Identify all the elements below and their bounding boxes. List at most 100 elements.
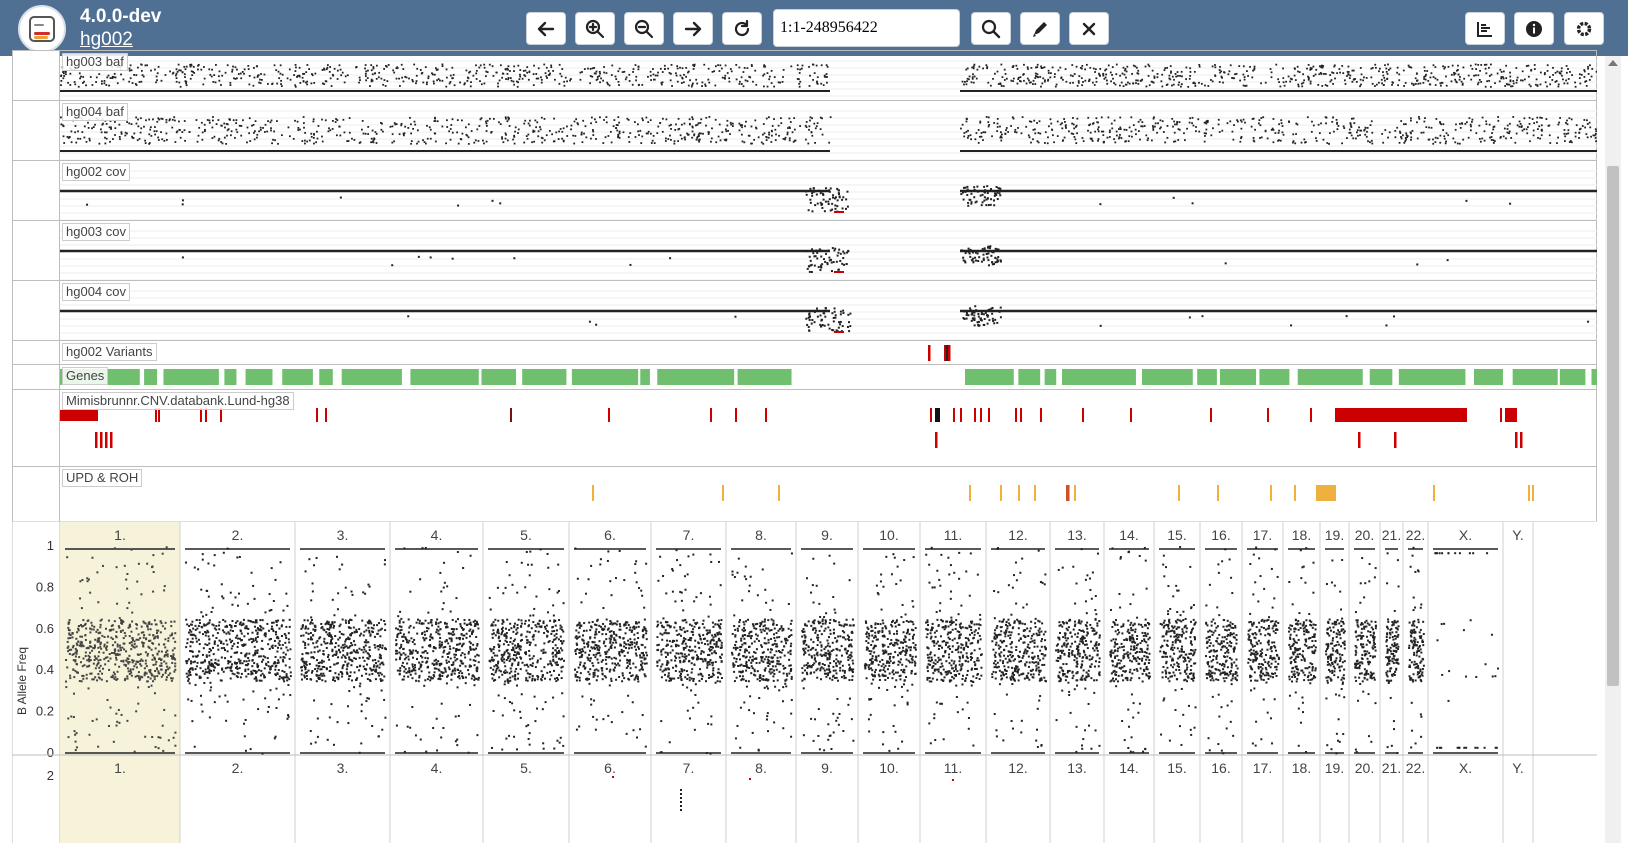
track-label: hg003 baf (62, 53, 128, 71)
selected-chromosome[interactable] (60, 522, 180, 843)
track-label: hg004 baf (62, 103, 128, 121)
chromosome-label[interactable]: 12. (1008, 527, 1027, 543)
track-label: UPD & ROH (62, 469, 142, 487)
track-body[interactable]: hg002 cov (60, 161, 1597, 220)
zoom-in-button[interactable] (575, 12, 615, 45)
track-genes[interactable]: Genes (12, 364, 1597, 389)
chromosome-label[interactable]: 7. (683, 527, 695, 543)
track-gutter (12, 365, 60, 389)
pan-left-button[interactable] (526, 12, 566, 45)
chromosome-label-bottom[interactable]: 20. (1355, 760, 1374, 776)
chromosome-label-bottom[interactable]: 7. (683, 760, 695, 776)
track-body[interactable]: hg004 baf (60, 101, 1597, 160)
track-cov[interactable]: hg002 cov (12, 160, 1597, 220)
chromosome-label[interactable]: 22. (1406, 527, 1425, 543)
top-bar: 4.0.0-dev hg002 (0, 0, 1628, 56)
chromosome-label[interactable]: 9. (821, 527, 833, 543)
track-label: Mimisbrunnr.CNV.databank.Lund-hg38 (62, 392, 294, 410)
track-body[interactable]: hg002 Variants (60, 341, 1597, 364)
track-label: hg002 cov (62, 163, 130, 181)
pan-right-button[interactable] (673, 12, 713, 45)
chromosome-label[interactable]: 17. (1253, 527, 1272, 543)
chromosome-label[interactable]: Y. (1512, 527, 1523, 543)
chromosome-label-bottom[interactable]: 2. (232, 760, 244, 776)
chromosome-label-bottom[interactable]: 5. (520, 760, 532, 776)
chromosome-label[interactable]: 2. (232, 527, 244, 543)
app-logo[interactable] (18, 5, 66, 53)
chromosome-label-bottom[interactable]: 22. (1406, 760, 1425, 776)
track-variants[interactable]: hg002 Variants (12, 340, 1597, 364)
chromosome-label[interactable]: 5. (520, 527, 532, 543)
chromosome-label[interactable]: 15. (1167, 527, 1186, 543)
track-cnv[interactable]: Mimisbrunnr.CNV.databank.Lund-hg38 (12, 389, 1597, 466)
chromosome-label[interactable]: 8. (755, 527, 767, 543)
scrollbar[interactable] (1605, 56, 1621, 843)
track-canvas (60, 467, 1597, 522)
chromosome-label-bottom[interactable]: 13. (1067, 760, 1086, 776)
track-cov[interactable]: hg004 cov (12, 280, 1597, 340)
zoom-out-button[interactable] (624, 12, 664, 45)
track-upd[interactable]: UPD & ROH (12, 466, 1597, 521)
chromosome-label-bottom[interactable]: 6. (604, 760, 616, 776)
chromosome-label[interactable]: 13. (1067, 527, 1086, 543)
track-body[interactable]: hg003 baf (60, 51, 1597, 100)
search-icon (981, 19, 1001, 39)
chromosome-label-bottom[interactable]: 15. (1167, 760, 1186, 776)
chromosome-label-bottom[interactable]: 11. (944, 760, 962, 776)
track-body[interactable]: Mimisbrunnr.CNV.databank.Lund-hg38 (60, 390, 1597, 466)
chromosome-label-bottom[interactable]: 3. (337, 760, 349, 776)
chromosome-label[interactable]: 3. (337, 527, 349, 543)
track-cov[interactable]: hg003 cov (12, 220, 1597, 280)
track-body[interactable]: hg003 cov (60, 221, 1597, 280)
chromosome-label-bottom[interactable]: 8. (755, 760, 767, 776)
chromosome-label-bottom[interactable]: X. (1459, 760, 1472, 776)
chromosome-label-bottom[interactable]: 17. (1253, 760, 1272, 776)
track-gutter (12, 221, 60, 280)
chromosome-label[interactable]: 1. (114, 527, 126, 543)
chromosome-label-bottom[interactable]: Y. (1512, 760, 1523, 776)
case-link[interactable]: hg002 (80, 29, 133, 51)
chromosome-label-bottom[interactable]: 21. (1382, 760, 1401, 776)
chromosome-label-bottom[interactable]: 19. (1325, 760, 1344, 776)
chromosome-label[interactable]: 10. (879, 527, 898, 543)
chromosome-label-bottom[interactable]: 1. (114, 760, 126, 776)
track-baf[interactable]: hg003 baf (12, 50, 1597, 100)
track-gutter (12, 467, 60, 521)
chromosome-label-bottom[interactable]: 10. (879, 760, 898, 776)
chromosome-label[interactable]: 20. (1355, 527, 1374, 543)
chromosome-label[interactable]: 21. (1382, 527, 1401, 543)
chromosome-label[interactable]: 19. (1325, 527, 1344, 543)
track-body[interactable]: UPD & ROH (60, 467, 1597, 521)
reset-button[interactable] (722, 12, 762, 45)
track-canvas (60, 221, 1597, 281)
chromosome-label-bottom[interactable]: 9. (821, 760, 833, 776)
chromosome-label[interactable]: 14. (1119, 527, 1138, 543)
track-body[interactable]: hg004 cov (60, 281, 1597, 340)
scroll-up-icon[interactable] (1608, 60, 1618, 66)
track-baf[interactable]: hg004 baf (12, 100, 1597, 160)
chromosome-label-bottom[interactable]: 4. (431, 760, 443, 776)
chromosome-label-bottom[interactable]: 16. (1211, 760, 1230, 776)
zoom-in-icon (585, 19, 605, 39)
region-input[interactable] (773, 9, 960, 47)
search-button[interactable] (971, 12, 1011, 45)
chromosome-label[interactable]: 16. (1211, 527, 1230, 543)
marker-button[interactable] (1020, 12, 1060, 45)
clear-button[interactable] (1069, 12, 1109, 45)
track-body[interactable]: Genes (60, 365, 1597, 389)
chromosome-label[interactable]: 6. (604, 527, 616, 543)
chromosome-label-bottom[interactable]: 14. (1119, 760, 1138, 776)
chromosome-label[interactable]: 18. (1292, 527, 1311, 543)
tracks-button[interactable] (1465, 12, 1505, 45)
chromosome-label-bottom[interactable]: 12. (1008, 760, 1027, 776)
chromosome-label[interactable]: 4. (431, 527, 443, 543)
chromosome-label[interactable]: 11. (944, 527, 962, 543)
info-button[interactable] (1514, 12, 1554, 45)
settings-button[interactable] (1564, 12, 1604, 45)
scroll-thumb[interactable] (1607, 166, 1619, 686)
chromosome-label-bottom[interactable]: 18. (1292, 760, 1311, 776)
y-tick: 0.2 (36, 704, 54, 719)
rotate-icon (732, 19, 752, 39)
chromosome-label[interactable]: X. (1459, 527, 1472, 543)
